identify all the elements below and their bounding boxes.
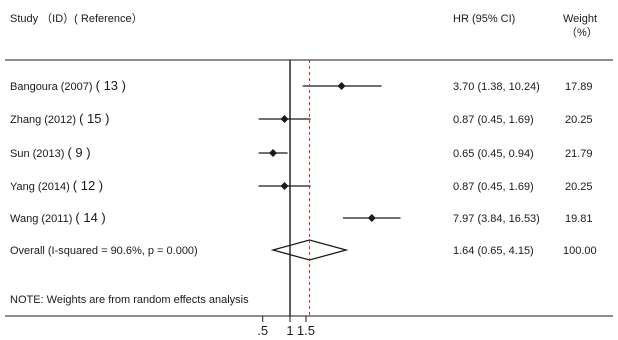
overall-hr-ci-text: 1.64 (0.65, 4.15) [453, 245, 534, 257]
study-row: Yang (2014) ( 12 ) 0.87 (0.45, 1.69) 20.25 [10, 178, 593, 193]
header-weight: Weight [563, 13, 597, 25]
x-tick-label: .5 [257, 323, 268, 338]
weight-value: 17.89 [565, 81, 593, 93]
hr-ci-text: 3.70 (1.38, 10.24) [453, 81, 540, 93]
header-weight-unit: （%） [566, 26, 598, 39]
study-row: Wang (2011) ( 14 ) 7.97 (3.84, 16.53) 19.8… [10, 210, 593, 225]
weight-value: 19.81 [565, 213, 593, 225]
study-label: Yang (2014) ( 12 ) [10, 178, 103, 193]
study-label: Sun (2013) ( 9 ) [10, 145, 91, 160]
note-text: NOTE: Weights are from random effects an… [10, 294, 249, 306]
point-estimate [269, 149, 278, 157]
header-estimate: HR (95% CI) [453, 13, 515, 25]
study-ref: ( 9 ) [67, 145, 90, 160]
weight-value: 21.79 [565, 148, 593, 160]
study-row: Bangoura (2007) ( 13 ) 3.70 (1.38, 10.24)… [10, 78, 593, 93]
study-ref: ( 12 ) [73, 178, 103, 193]
point-estimate [280, 115, 289, 123]
point-estimate [280, 182, 289, 190]
weight-value: 20.25 [565, 181, 593, 193]
study-row: Zhang (2012) ( 15 ) 0.87 (0.45, 1.69) 20.2… [10, 111, 593, 126]
weight-value: 20.25 [565, 114, 593, 126]
x-tick-label: 1.5 [297, 323, 315, 338]
point-estimate [367, 214, 376, 222]
study-label: Wang (2011) ( 14 ) [10, 210, 106, 225]
overall-label: Overall (I-squared = 90.6%, p = 0.000) [10, 245, 198, 257]
x-tick-label: 1 [286, 323, 293, 338]
hr-ci-text: 0.87 (0.45, 1.69) [453, 114, 534, 126]
point-estimate [337, 82, 346, 90]
overall-weight-value: 100.00 [563, 245, 597, 257]
study-ref: ( 13 ) [96, 78, 126, 93]
study-ref: ( 14 ) [75, 210, 105, 225]
overall-diamond [270, 239, 349, 261]
study-row: Sun (2013) ( 9 ) 0.65 (0.45, 0.94) 21.79 [10, 145, 593, 160]
hr-ci-text: 0.65 (0.45, 0.94) [453, 148, 534, 160]
hr-ci-text: 0.87 (0.45, 1.69) [453, 181, 534, 193]
study-label: Bangoura (2007) ( 13 ) [10, 78, 126, 93]
hr-ci-text: 7.97 (3.84, 16.53) [453, 213, 540, 225]
header-study: Study （ID）( Reference） [10, 12, 143, 25]
study-ref: ( 15 ) [79, 111, 109, 126]
study-label: Zhang (2012) ( 15 ) [10, 111, 109, 126]
